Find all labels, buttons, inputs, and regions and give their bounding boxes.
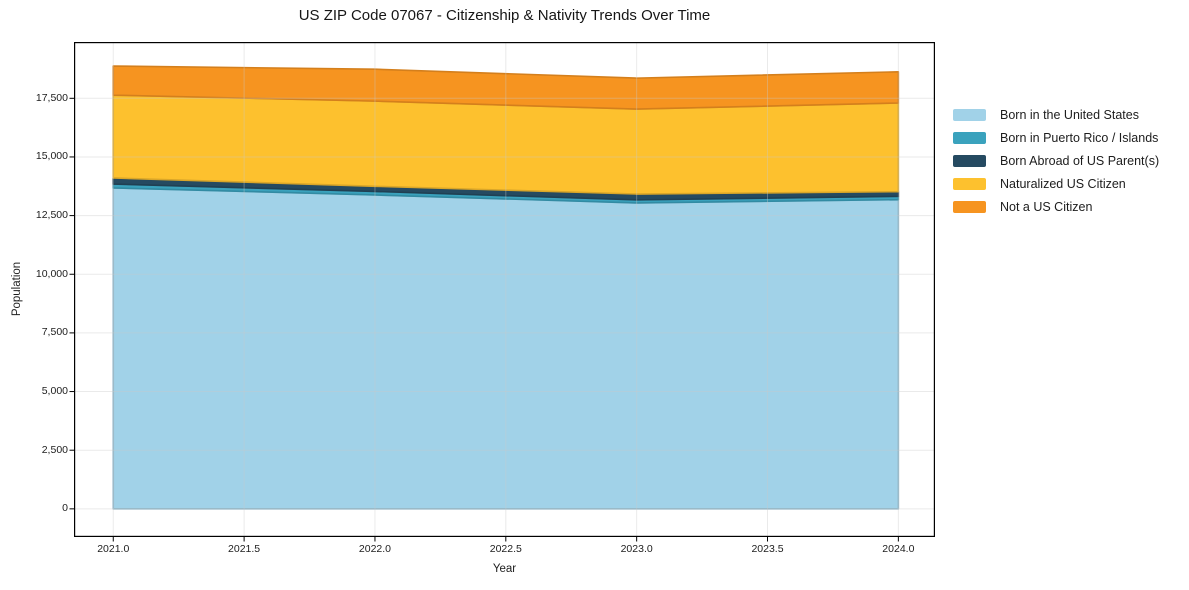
axes-spines <box>74 42 935 537</box>
y-tick-label: 0 <box>62 502 68 515</box>
area-series-4 <box>112 65 900 110</box>
x-axis-label: Year <box>492 563 517 575</box>
chart-title: US ZIP Code 07067 - Citizenship & Nativi… <box>298 7 711 24</box>
legend-swatch-not-citizen-icon <box>953 200 986 213</box>
x-tick-label: 2022.5 <box>489 543 522 555</box>
y-tick-label: 2,500 <box>41 443 68 456</box>
y-axis-label: Population <box>11 261 23 317</box>
y-tick-label: 15,000 <box>35 150 68 163</box>
y-tick-label: 7,500 <box>41 326 68 339</box>
legend-swatch-naturalized-icon <box>953 177 986 190</box>
legend-swatch-born-puerto-rico-icon <box>953 131 986 144</box>
y-tick-label: 10,000 <box>35 267 68 280</box>
legend-swatch-born-abroad-icon <box>953 154 986 167</box>
legend-label: Born in Puerto Rico / Islands <box>1000 130 1159 145</box>
legend: Born in the United States Born in Puerto… <box>953 103 1159 218</box>
x-tick-label: 2021.5 <box>228 543 261 555</box>
x-tick-label: 2023.0 <box>620 543 653 555</box>
legend-item-naturalized: Naturalized US Citizen <box>953 172 1159 195</box>
legend-label: Not a US Citizen <box>1000 199 1093 214</box>
y-tick-label: 5,000 <box>41 385 68 398</box>
x-tick-label: 2021.0 <box>97 543 130 555</box>
legend-label: Born Abroad of US Parent(s) <box>1000 153 1160 168</box>
legend-label: Naturalized US Citizen <box>1000 176 1126 191</box>
legend-item-born-abroad: Born Abroad of US Parent(s) <box>953 149 1159 172</box>
legend-item-born-in-us: Born in the United States <box>953 103 1159 126</box>
legend-label: Born in the United States <box>1000 107 1139 122</box>
x-tick-label: 2022.0 <box>358 543 392 555</box>
x-tick-label: 2024.0 <box>882 543 915 555</box>
plot-area <box>69 42 935 542</box>
y-tick-label: 12,500 <box>35 209 68 222</box>
legend-item-not-citizen: Not a US Citizen <box>953 195 1159 218</box>
legend-swatch-born-in-us-icon <box>953 108 986 121</box>
legend-item-born-puerto-rico: Born in Puerto Rico / Islands <box>953 126 1159 149</box>
y-tick-label: 17,500 <box>35 91 68 104</box>
x-tick-label: 2023.5 <box>751 543 784 555</box>
